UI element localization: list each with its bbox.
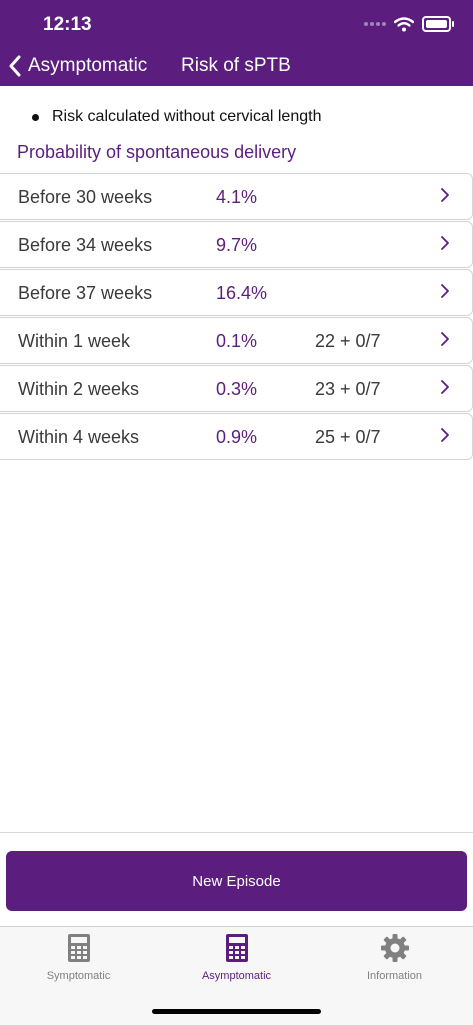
gear-icon [380,934,409,962]
back-button[interactable]: Asymptomatic [8,52,147,80]
table-row[interactable]: Before 34 weeks 9.7% [0,221,473,268]
new-episode-button[interactable]: New Episode [6,851,467,911]
battery-icon [422,16,454,32]
table-row[interactable]: Within 2 weeks 0.3% 23 + 0/7 [0,365,473,412]
table-row[interactable]: Before 30 weeks 4.1% [0,173,473,220]
calculation-note-text: Risk calculated without cervical length [52,108,322,125]
divider [0,832,473,833]
row-probability: 9.7% [216,235,258,255]
row-gestational-age: 25 + 0/7 [315,427,381,447]
chevron-right-icon [441,284,449,298]
row-label: Before 34 weeks [18,235,153,255]
row-gestational-age: 22 + 0/7 [315,331,381,351]
tab-information[interactable]: Information [316,933,473,982]
row-probability: 0.9% [216,427,258,447]
chevron-right-icon [441,428,449,442]
probability-list: Before 30 weeks 4.1% Before 34 weeks 9.7… [0,173,473,461]
tab-label: Asymptomatic [201,970,272,982]
chevron-left-icon [9,55,21,77]
calculation-note: Risk calculated without cervical length [32,108,321,126]
row-label: Before 37 weeks [18,283,153,303]
tab-label: Information [366,970,423,982]
row-probability: 0.1% [216,331,258,351]
calculator-icon [67,934,90,962]
row-label: Before 30 weeks [18,187,153,207]
tab-bar: Symptomatic Asymptomatic Information [0,926,473,1025]
tab-symptomatic[interactable]: Symptomatic [0,933,157,982]
tab-asymptomatic[interactable]: Asymptomatic [158,933,315,982]
chevron-right-icon [441,188,449,202]
row-label: Within 4 weeks [18,427,140,447]
bullet-icon [32,113,39,121]
chevron-right-icon [441,236,449,250]
tab-label: Symptomatic [46,970,111,982]
status-time: 12:13 [43,14,92,35]
calculator-icon [225,934,248,962]
home-indicator[interactable] [152,1009,321,1014]
table-row[interactable]: Within 4 weeks 0.9% 25 + 0/7 [0,413,473,460]
row-probability: 4.1% [216,187,258,207]
row-label: Within 1 week [18,331,131,351]
cellular-signal-icon [364,22,386,26]
row-probability: 0.3% [216,379,258,399]
wifi-icon [394,16,414,31]
chevron-right-icon [441,332,449,346]
navigation-bar: Asymptomatic Risk of sPTB [0,48,473,84]
chevron-right-icon [441,380,449,394]
page-title: Risk of sPTB [181,55,291,76]
status-icons [364,16,454,32]
section-title: Probability of spontaneous delivery [17,142,297,162]
table-row[interactable]: Before 37 weeks 16.4% [0,269,473,316]
row-label: Within 2 weeks [18,379,140,399]
back-button-label: Asymptomatic [28,55,148,76]
row-probability: 16.4% [216,283,268,303]
top-bar: 12:13 Asymptomatic Risk of sPTB [0,0,473,86]
row-gestational-age: 23 + 0/7 [315,379,381,399]
table-row[interactable]: Within 1 week 0.1% 22 + 0/7 [0,317,473,364]
